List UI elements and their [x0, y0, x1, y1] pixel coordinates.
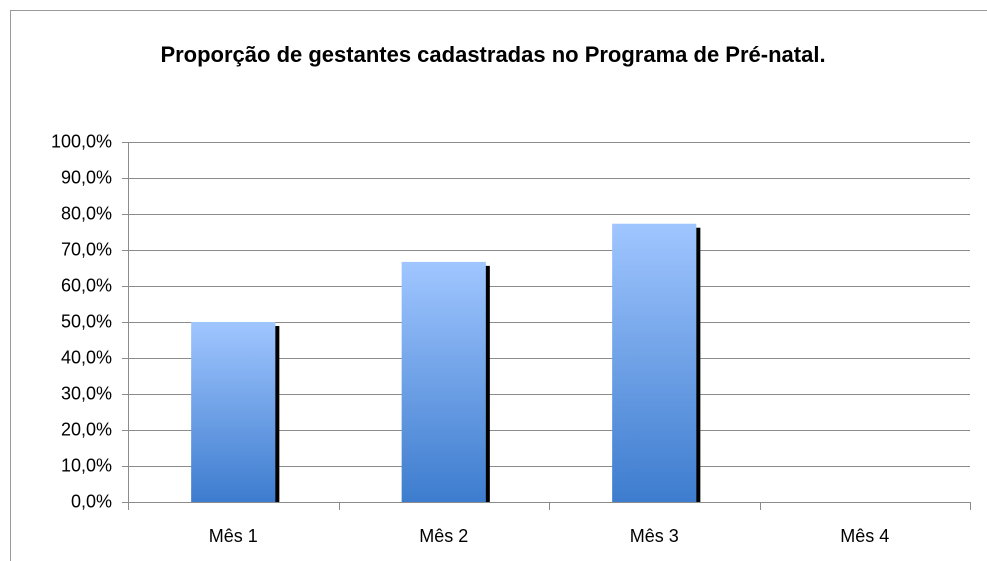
- x-tick-label: Mês 3: [630, 526, 679, 546]
- y-tick-label: 70,0%: [61, 239, 112, 259]
- y-tick-label: 10,0%: [61, 455, 112, 475]
- y-tick-label: 20,0%: [61, 419, 112, 439]
- chart-title: Proporção de gestantes cadastradas no Pr…: [160, 42, 826, 67]
- x-tick-label: Mês 4: [840, 526, 889, 546]
- bar: [191, 322, 276, 502]
- y-tick-label: 60,0%: [61, 275, 112, 295]
- y-tick-label: 50,0%: [61, 311, 112, 331]
- y-tick-label: 0,0%: [71, 491, 112, 511]
- chart-border: [10, 10, 987, 561]
- x-tick-label: Mês 1: [209, 526, 258, 546]
- y-tick-label: 80,0%: [61, 203, 112, 223]
- bar: [401, 261, 486, 502]
- y-tick-label: 30,0%: [61, 383, 112, 403]
- bar: [612, 223, 697, 502]
- x-tick-label: Mês 2: [419, 526, 468, 546]
- y-tick-label: 100,0%: [51, 131, 112, 151]
- y-tick-label: 40,0%: [61, 347, 112, 367]
- y-tick-label: 90,0%: [61, 167, 112, 187]
